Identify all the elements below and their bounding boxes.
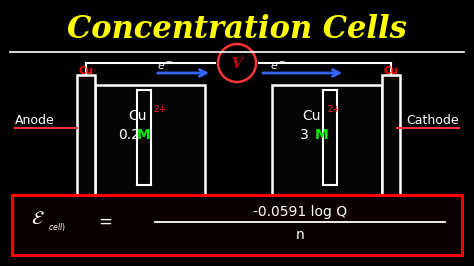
Text: 2+: 2+	[153, 105, 166, 114]
Bar	[95, 85, 205, 195]
Bar	[272, 85, 382, 195]
Bar	[382, 75, 400, 195]
Text: Cu: Cu	[79, 66, 93, 76]
Text: 2+: 2+	[327, 105, 340, 114]
Text: $\mathcal{E}$: $\mathcal{E}$	[31, 209, 45, 227]
Text: Anode: Anode	[15, 114, 55, 127]
Text: M: M	[137, 128, 151, 142]
Text: 3: 3	[300, 128, 309, 142]
Text: 0.2: 0.2	[118, 128, 140, 142]
Text: Cu: Cu	[128, 109, 146, 123]
Text: $e^-$: $e^-$	[157, 60, 173, 72]
Text: Concentration Cells: Concentration Cells	[67, 15, 407, 45]
FancyBboxPatch shape	[12, 195, 462, 255]
Bar	[77, 75, 95, 195]
Text: $e^-$: $e^-$	[270, 60, 286, 72]
Text: V: V	[232, 57, 242, 71]
Text: Cu: Cu	[302, 109, 320, 123]
Text: -0.0591 log Q: -0.0591 log Q	[253, 205, 347, 219]
Text: =: =	[98, 213, 112, 231]
Text: M: M	[315, 128, 329, 142]
Text: n: n	[296, 228, 304, 242]
Text: Cathode: Cathode	[406, 114, 459, 127]
Text: $_{cell)}$: $_{cell)}$	[48, 222, 66, 235]
Circle shape	[218, 44, 256, 82]
Text: Cu: Cu	[383, 66, 399, 76]
